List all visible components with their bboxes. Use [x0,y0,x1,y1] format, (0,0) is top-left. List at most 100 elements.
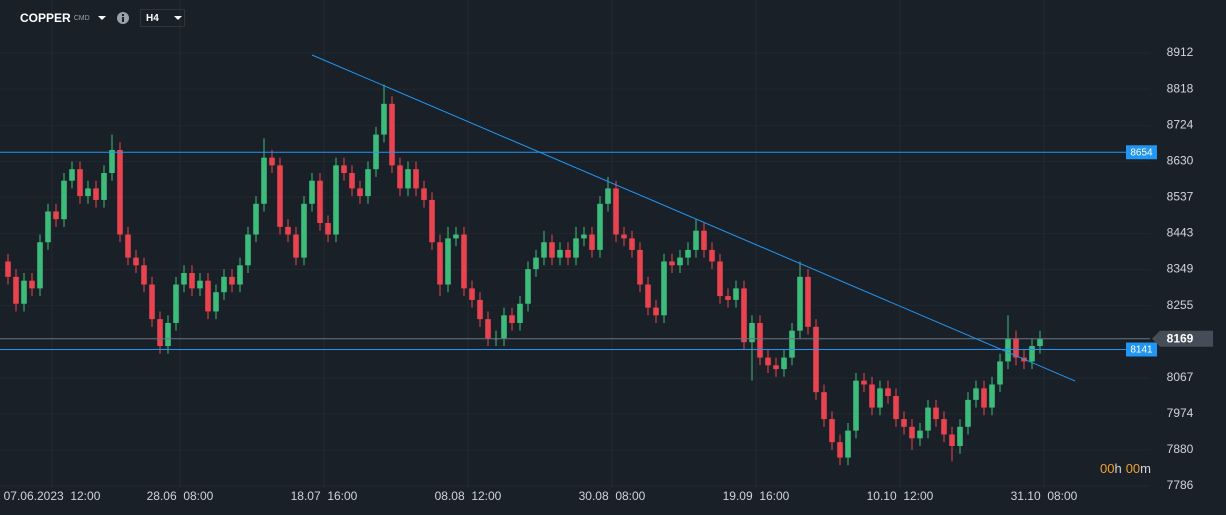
candle-body [621,234,627,239]
timer-part: h [1114,461,1121,476]
candle-body [613,188,619,235]
candle-body [565,249,571,258]
candle-body [989,384,995,408]
candle-body [213,292,219,312]
candle-body [669,261,675,266]
candle-body [885,388,891,397]
candle-body [813,326,819,393]
candle-body [237,265,243,285]
candle-body [653,307,659,316]
candle-body [341,165,347,174]
x-tick-label: 10.10 12:00 [867,489,934,503]
candle-body [325,223,331,235]
x-tick-label: 19.09 16:00 [723,489,790,503]
candle-body [141,265,147,285]
candle-body [197,280,203,289]
y-tick-label: 8537 [1167,189,1194,203]
timer-part: 00 [1126,461,1140,476]
x-tick-label: 30.08 08:00 [579,489,646,503]
candle-body [677,257,683,266]
candle-body [349,173,355,189]
candle-body [757,322,763,358]
timer-part: 00 [1100,461,1114,476]
candle-body [997,361,1003,385]
candle-body [101,173,107,200]
candle-body [509,315,515,323]
symbol-selector[interactable]: COPPER CMD [20,9,107,27]
candle-body [381,103,387,135]
level-label-box [1126,342,1157,357]
candle-body [421,188,427,200]
candle-body [453,234,459,239]
candle-body [901,419,907,427]
info-icon[interactable] [116,11,130,25]
candle-body [405,169,411,189]
level-label: 8654 [1130,147,1153,158]
candle-body [645,284,651,308]
y-tick-label: 7786 [1167,478,1194,492]
candle-body [37,242,43,289]
level-label-box [1126,145,1157,160]
candle-body [117,149,123,235]
candle-body [69,169,75,181]
candle-body [77,169,83,197]
candle-body [1029,346,1035,362]
candle-body [389,103,395,166]
candle-body [1037,338,1043,347]
candle-body [517,303,523,323]
candle-body [501,315,507,339]
candle-body [917,430,923,439]
candle-body [125,234,131,258]
timeframe-selector[interactable]: H4 [140,9,185,27]
candle-body [477,299,483,320]
last-price-box [1152,330,1213,347]
candle-body [581,234,587,239]
candle-body [693,230,699,250]
y-tick-label: 8443 [1167,226,1194,240]
candle-body [461,234,467,289]
candle-body [549,242,555,258]
trendline [311,54,1076,382]
candle-body [109,149,115,174]
candle-body [741,288,747,343]
candle-body [829,419,835,443]
y-tick-label: 8067 [1167,370,1194,384]
x-tick-label: 28.06 08:00 [147,489,214,503]
candle-body [13,276,19,304]
candle-body [965,399,971,427]
candle-body [661,261,667,316]
candle-body [877,388,883,408]
market: CMD [73,14,90,22]
candle-body [957,426,963,447]
level-label: 8141 [1130,345,1153,356]
symbol: COPPER [20,11,71,25]
candle-body [853,380,859,431]
candle-body [909,426,915,439]
candle-body [605,188,611,204]
candle-body [397,165,403,189]
candle-timer: 00h 00m [1100,461,1151,476]
candle-body [557,249,563,258]
candle-body [165,322,171,347]
candle-body [317,180,323,224]
candle-body [93,188,99,200]
candle-body [589,234,595,250]
candle-body [733,288,739,300]
candle-body [717,261,723,297]
candle-body [5,261,11,277]
candle-body [277,165,283,227]
candle-body [29,280,35,289]
candle-body [629,238,635,250]
candle-body [637,249,643,285]
caret [97,16,106,20]
candle-body [765,357,771,366]
candle-body [845,430,851,458]
caret [173,16,182,20]
candle-body [429,199,435,243]
candle-body [941,419,947,435]
candle-body [189,272,195,289]
candle-body [413,169,419,189]
x-tick-label: 31.10 08:00 [1011,489,1078,503]
